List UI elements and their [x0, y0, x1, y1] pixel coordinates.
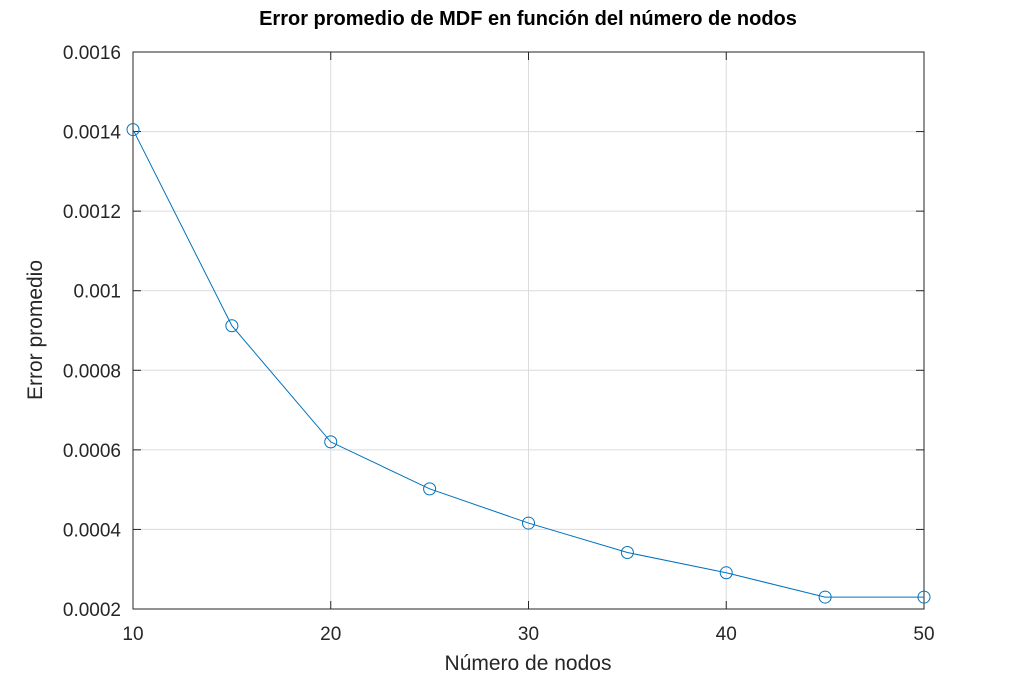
chart-title: Error promedio de MDF en función del núm…	[259, 8, 797, 30]
y-tick-label: 0.0004	[63, 520, 122, 541]
data-point-marker	[818, 590, 832, 604]
data-point-marker	[225, 319, 239, 333]
x-axis-label: Número de nodos	[445, 652, 612, 675]
x-tick-label: 50	[913, 624, 934, 645]
data-point-marker	[917, 590, 931, 604]
y-tick-label: 0.0012	[63, 202, 121, 223]
y-tick-label: 0.0002	[63, 600, 121, 621]
y-tick-labels: 0.0002 0.0004 0.0006 0.0008 0.001 0.0012 0.001…	[63, 43, 122, 621]
y-axis-label: Error promedio	[24, 260, 47, 400]
data-point-marker	[423, 482, 437, 496]
series-line	[132, 129, 924, 598]
y-tick-label: 0.0008	[63, 361, 121, 382]
data-point-marker	[719, 566, 733, 580]
data-point-marker	[126, 123, 140, 137]
x-tick-label: 20	[320, 624, 341, 645]
series-layer	[126, 123, 931, 604]
data-point-marker	[522, 516, 535, 530]
y-tick-label: 0.0014	[63, 123, 122, 144]
x-tick-label: 10	[122, 624, 143, 645]
y-tick-label: 0.001	[73, 282, 121, 303]
x-tick-labels: 10 20 30 40 50	[122, 624, 934, 645]
y-tick-label: 0.0006	[63, 441, 121, 462]
x-tick-label: 40	[716, 624, 737, 645]
x-tick-label: 30	[518, 624, 539, 645]
grid	[133, 52, 924, 609]
data-point-marker	[324, 435, 338, 449]
data-point-marker	[620, 546, 634, 560]
axis-ticks	[132, 51, 925, 610]
y-tick-label: 0.0016	[63, 43, 121, 64]
